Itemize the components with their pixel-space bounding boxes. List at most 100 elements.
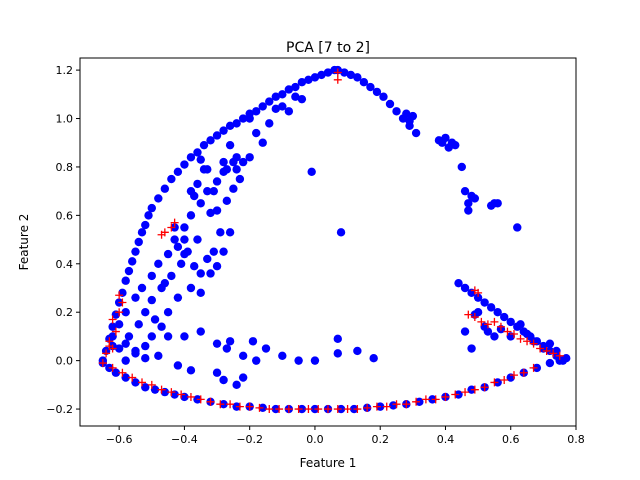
data-point bbox=[238, 373, 248, 382]
data-point bbox=[545, 358, 555, 368]
data-point bbox=[167, 174, 176, 184]
data-point bbox=[392, 400, 401, 409]
axes-frame bbox=[79, 57, 577, 427]
data-point bbox=[128, 373, 137, 382]
data-point bbox=[278, 351, 287, 360]
y-tick-label: 0.6 bbox=[56, 209, 74, 222]
data-point bbox=[186, 366, 196, 375]
data-point bbox=[392, 107, 401, 116]
data-point bbox=[141, 341, 150, 351]
y-axis-label: Feature 2 bbox=[17, 214, 31, 271]
data-point bbox=[118, 298, 127, 307]
data-point bbox=[222, 344, 232, 353]
series-layer bbox=[98, 65, 571, 414]
data-point bbox=[124, 332, 134, 341]
data-point bbox=[310, 356, 320, 365]
data-point bbox=[212, 262, 222, 271]
data-point bbox=[235, 174, 245, 184]
data-point bbox=[225, 140, 235, 150]
chart-title: PCA [7 to 2] bbox=[286, 40, 370, 56]
data-point bbox=[529, 363, 538, 372]
data-point bbox=[460, 186, 470, 196]
data-point bbox=[150, 385, 160, 394]
data-point bbox=[500, 376, 509, 384]
data-point bbox=[411, 128, 421, 138]
data-point bbox=[193, 235, 202, 244]
y-tick-label: 0.4 bbox=[56, 258, 74, 271]
data-point bbox=[131, 346, 140, 356]
data-point bbox=[493, 199, 502, 208]
data-point bbox=[271, 104, 280, 114]
data-point bbox=[333, 349, 342, 358]
data-point bbox=[451, 390, 460, 399]
data-point bbox=[258, 138, 267, 147]
data-point bbox=[523, 337, 532, 346]
data-point bbox=[248, 337, 258, 346]
data-point bbox=[180, 235, 189, 244]
data-point bbox=[359, 78, 369, 87]
data-point bbox=[111, 327, 120, 336]
data-point bbox=[245, 114, 254, 123]
data-point bbox=[131, 293, 140, 302]
data-point bbox=[196, 395, 205, 404]
data-point bbox=[203, 165, 212, 174]
y-tick-label: 0.0 bbox=[56, 355, 74, 368]
data-point bbox=[115, 308, 124, 317]
data-point bbox=[245, 153, 254, 162]
data-point bbox=[470, 385, 479, 394]
data-point bbox=[343, 405, 352, 414]
data-point bbox=[212, 177, 222, 186]
data-point bbox=[271, 92, 280, 101]
data-point bbox=[209, 247, 218, 256]
data-point bbox=[196, 155, 205, 164]
data-point bbox=[144, 211, 153, 220]
data-point bbox=[124, 266, 134, 276]
data-point bbox=[536, 344, 545, 353]
data-point bbox=[219, 247, 228, 256]
data-point bbox=[294, 356, 303, 365]
data-point bbox=[180, 160, 189, 169]
data-point bbox=[372, 87, 382, 97]
data-point bbox=[304, 405, 313, 414]
data-point bbox=[363, 403, 372, 412]
data-point bbox=[138, 378, 146, 387]
data-point bbox=[441, 133, 450, 143]
data-point bbox=[121, 356, 130, 365]
data-point bbox=[225, 337, 235, 346]
data-point bbox=[219, 375, 228, 385]
data-point bbox=[412, 397, 421, 406]
data-point bbox=[108, 332, 117, 341]
data-point bbox=[131, 378, 140, 387]
data-point bbox=[206, 136, 215, 145]
data-point bbox=[180, 249, 189, 259]
data-point bbox=[173, 361, 183, 370]
data-point bbox=[154, 351, 163, 360]
data-point bbox=[353, 346, 362, 356]
data-point bbox=[278, 90, 287, 99]
x-tick-label: −0.4 bbox=[171, 433, 198, 446]
data-point bbox=[464, 206, 473, 215]
data-point bbox=[160, 278, 170, 288]
y-tick-label: 1.0 bbox=[56, 113, 74, 126]
data-point bbox=[493, 308, 502, 317]
data-point bbox=[167, 388, 176, 397]
data-point bbox=[252, 107, 261, 116]
data-point bbox=[193, 148, 202, 157]
data-point bbox=[167, 223, 176, 232]
data-point bbox=[105, 342, 114, 351]
data-point bbox=[441, 392, 450, 401]
data-point bbox=[186, 283, 196, 293]
y-tick-label: 0.2 bbox=[56, 306, 74, 319]
data-point bbox=[490, 317, 499, 326]
data-point bbox=[454, 278, 463, 288]
data-point bbox=[121, 339, 130, 348]
data-point bbox=[186, 153, 196, 162]
data-point bbox=[542, 346, 551, 355]
data-point bbox=[134, 237, 143, 247]
data-point bbox=[278, 102, 287, 111]
x-axis-label: Feature 1 bbox=[300, 456, 357, 470]
data-point bbox=[431, 395, 440, 404]
data-point bbox=[333, 334, 342, 344]
data-point bbox=[516, 320, 525, 329]
data-point bbox=[238, 114, 248, 123]
